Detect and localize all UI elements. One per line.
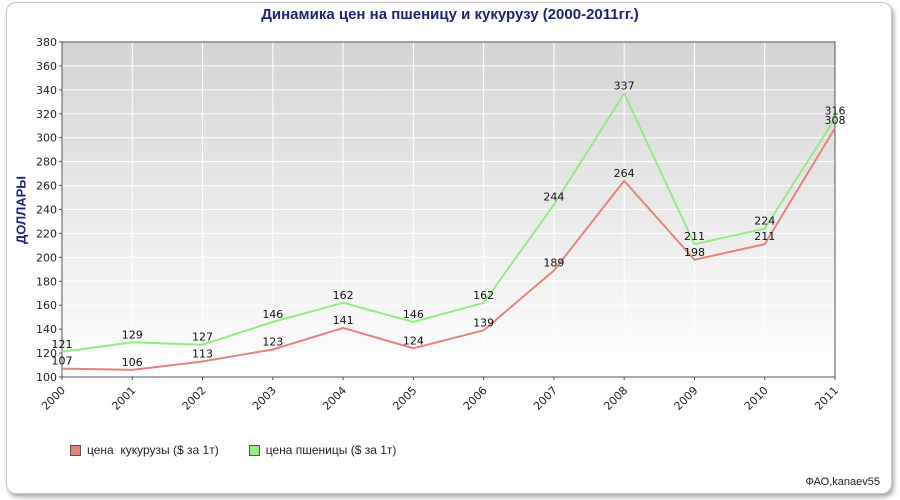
x-tick-label: 2001 <box>109 384 138 413</box>
chart-title: Динамика цен на пшеницу и кукурузу (2000… <box>261 6 639 23</box>
data-label: 121 <box>52 338 73 351</box>
data-label: 139 <box>473 316 494 329</box>
data-label: 308 <box>825 114 846 127</box>
y-tick-label: 220 <box>36 227 57 240</box>
data-label: 198 <box>684 246 705 259</box>
data-label: 129 <box>122 328 143 341</box>
data-label: 141 <box>333 314 354 327</box>
legend-swatch <box>248 444 260 456</box>
legend-label: цена пшеницы ($ за 1т) <box>265 443 397 457</box>
legend-swatch <box>70 444 81 456</box>
series-line-0 <box>61 127 836 371</box>
legend-label: цена кукурузы ($ за 1т) <box>87 443 219 457</box>
legend-item-0: цена кукурузы ($ за 1т) <box>70 443 219 457</box>
data-label: 146 <box>403 308 424 321</box>
y-tick-label: 340 <box>36 84 57 97</box>
y-tick-label: 260 <box>36 180 57 193</box>
data-label: 113 <box>192 347 213 360</box>
legend-item-1: цена пшеницы ($ за 1т) <box>248 443 397 457</box>
x-tick-label: 2003 <box>250 384 279 413</box>
y-tick-label: 200 <box>36 251 57 264</box>
data-label: 107 <box>52 355 73 368</box>
y-tick-label: 240 <box>36 204 57 217</box>
x-tick-label: 2002 <box>180 384 209 413</box>
data-label: 211 <box>684 230 705 243</box>
data-label: 123 <box>262 335 283 348</box>
x-tick-label: 2008 <box>601 384 630 413</box>
y-tick-label: 380 <box>36 36 57 49</box>
series-line-1 <box>61 92 836 353</box>
data-label: 106 <box>122 356 143 369</box>
x-tick-label: 2005 <box>390 384 419 413</box>
data-label: 244 <box>543 191 564 204</box>
x-tick-label: 2007 <box>531 384 560 413</box>
source-note: ФАО,kanaev55 <box>805 476 880 488</box>
y-tick-label: 120 <box>36 347 57 360</box>
data-label: 189 <box>543 257 564 270</box>
data-label: 316 <box>825 105 846 118</box>
data-label: 224 <box>754 215 775 228</box>
y-tick-label: 180 <box>36 275 57 288</box>
y-tick-label: 160 <box>36 299 57 312</box>
x-tick-label: 2011 <box>812 384 841 413</box>
data-label: 162 <box>473 289 494 302</box>
y-tick-label: 280 <box>36 156 57 169</box>
y-tick-label: 100 <box>36 371 57 384</box>
data-label: 211 <box>754 230 775 243</box>
y-tick-label: 300 <box>36 132 57 145</box>
y-tick-label: 320 <box>36 108 57 121</box>
x-tick-label: 2006 <box>461 384 490 413</box>
y-tick-label: 360 <box>36 60 57 73</box>
x-tick-label: 2004 <box>320 384 349 413</box>
legend: цена кукурузы ($ за 1т) цена пшеницы ($ з… <box>70 443 396 457</box>
x-tick-label: 2009 <box>672 384 701 413</box>
x-tick-label: 2000 <box>39 384 68 413</box>
data-label: 264 <box>614 167 635 180</box>
x-tick-label: 2010 <box>742 384 771 413</box>
data-label: 162 <box>333 289 354 302</box>
y-tick-label: 140 <box>36 323 57 336</box>
data-label: 337 <box>614 79 635 92</box>
data-label: 124 <box>403 334 424 347</box>
data-label: 146 <box>262 308 283 321</box>
data-label: 127 <box>192 331 213 344</box>
